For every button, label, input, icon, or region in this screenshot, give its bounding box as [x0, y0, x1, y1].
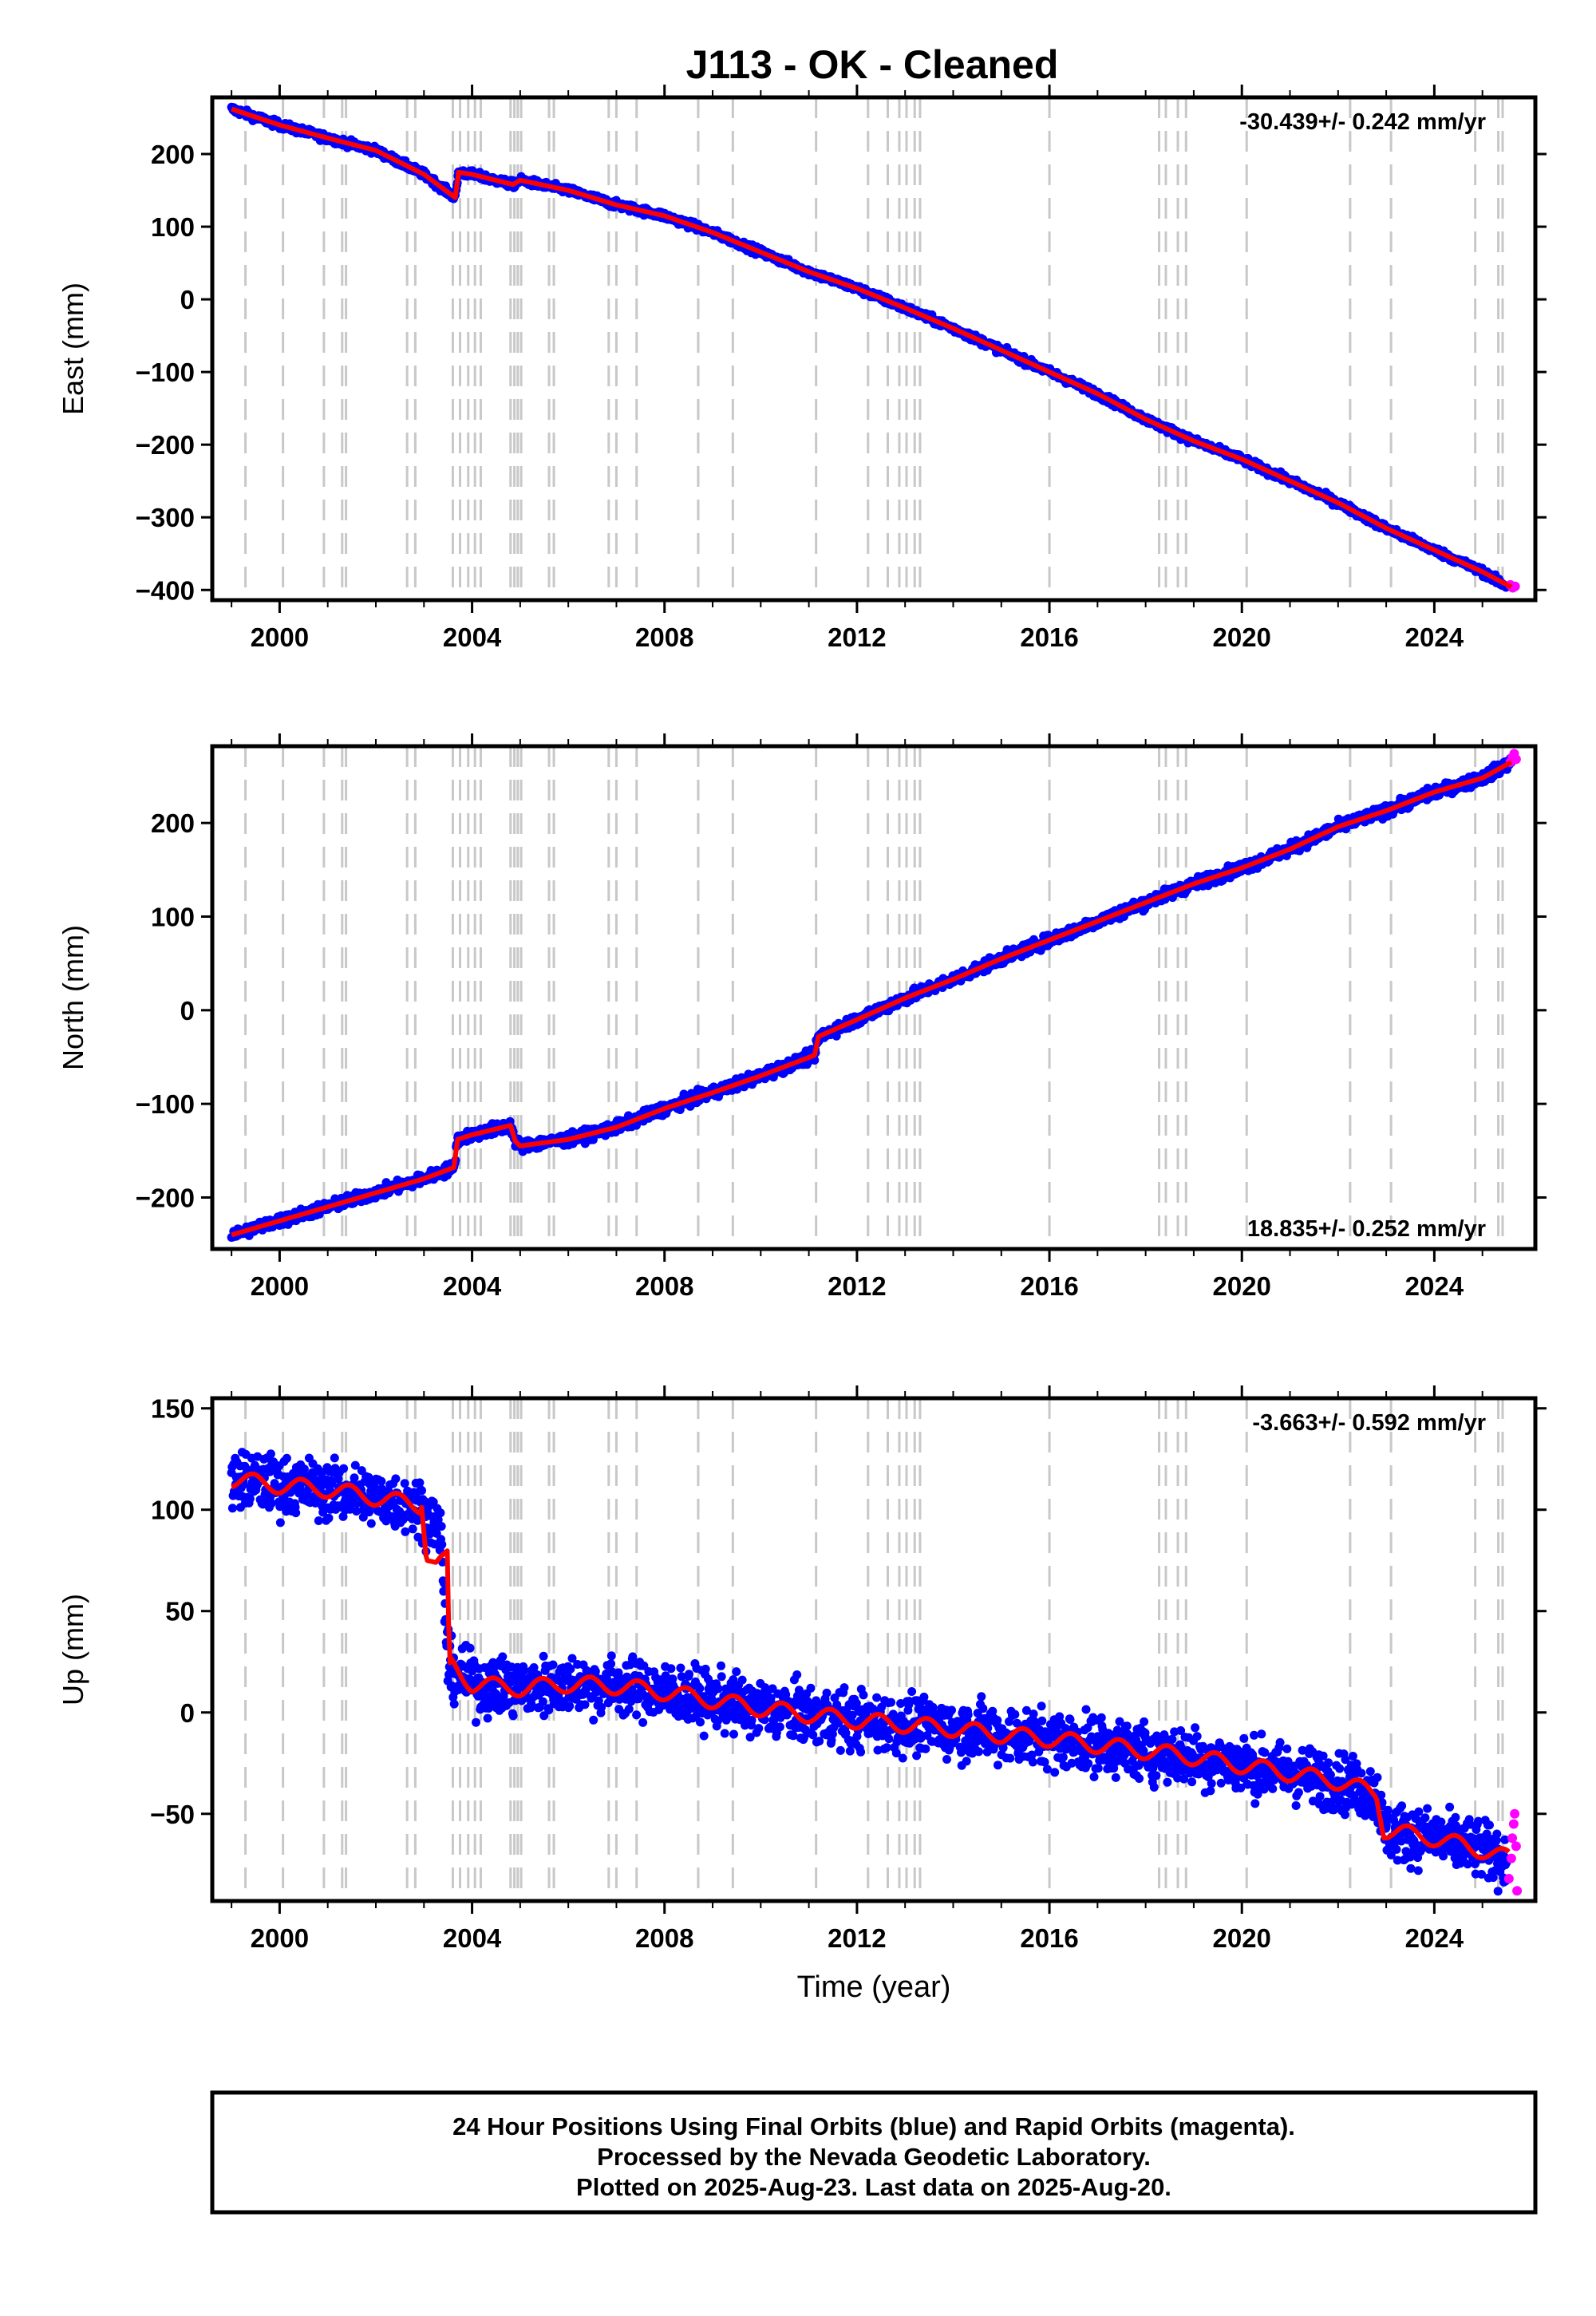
- y-tick-label: −200: [136, 430, 195, 460]
- x-tick-label: 2008: [635, 622, 693, 652]
- x-tick-label: 2012: [828, 622, 886, 652]
- chart-title: J113 - OK - Cleaned: [686, 42, 1059, 87]
- x-tick-label: 2020: [1213, 622, 1271, 652]
- plot-area: [227, 97, 1520, 600]
- panel-east: 200 100 0 −100 −200 −300 −400 2000 2004 2008 2012 2…: [57, 85, 1547, 652]
- plot-area: [227, 746, 1521, 1249]
- x-tick-label: 2004: [443, 622, 502, 652]
- x-tick-label: 2016: [1020, 622, 1078, 652]
- y-tick-label: −100: [136, 358, 195, 387]
- data-point-rapid: [1510, 581, 1520, 591]
- model-line: [231, 106, 1513, 590]
- x-tick-label: 2024: [1405, 622, 1464, 652]
- rate-annotation: -30.439+/- 0.242 mm/yr: [1239, 109, 1486, 135]
- data-point-final: [832, 1031, 841, 1041]
- y-tick-label: −300: [136, 503, 195, 532]
- plot-frame: [210, 95, 1538, 603]
- y-axis-label: East (mm): [57, 283, 89, 415]
- y-tick-label: −400: [136, 575, 195, 605]
- series-final-orbits: [227, 753, 1516, 1242]
- y-tick-label: 0: [180, 285, 195, 314]
- x-tick-label: 2000: [251, 622, 309, 652]
- y-tick-label: 200: [151, 140, 195, 169]
- y-tick-label: 100: [151, 212, 195, 242]
